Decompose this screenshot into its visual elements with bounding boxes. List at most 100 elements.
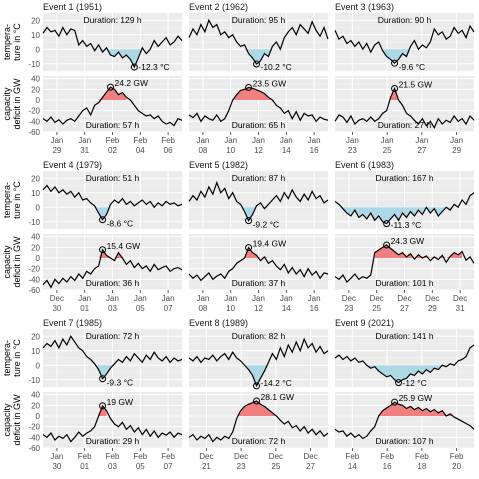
min-temperature-label: -9.2 °C bbox=[253, 220, 280, 230]
event-panel-5: Event 5 (1982) Duration: 87 h -9.2 °C 19.4 … bbox=[188, 160, 329, 313]
temperature-tick-label: -10 bbox=[28, 376, 40, 385]
x-tick-day: Dec bbox=[342, 294, 356, 303]
x-tick-date: 12 bbox=[254, 146, 263, 155]
event-panel-4: Event 4 (1979) Duration: 51 h -8.6 °C 15.4 … bbox=[42, 160, 183, 313]
temperature-duration-label: Duration: 167 h bbox=[375, 173, 433, 183]
capacity-tick-label: -20 bbox=[28, 423, 40, 432]
capacity-duration-label: Duration: 101 h bbox=[375, 278, 433, 288]
panel-title: Event 1 (1951) bbox=[43, 2, 102, 12]
x-tick-date: 25 bbox=[383, 146, 392, 155]
min-temperature-label: -14.2 °C bbox=[261, 378, 292, 388]
capacity-series-line bbox=[188, 400, 329, 443]
x-tick-date: 05 bbox=[136, 462, 145, 471]
temperature-duration-label: Duration: 72 h bbox=[86, 331, 140, 341]
temperature-series-line bbox=[188, 337, 329, 388]
x-tick-day: Feb bbox=[415, 452, 429, 461]
cold-period-area bbox=[240, 49, 277, 65]
capacity-tick-label: -20 bbox=[28, 107, 40, 116]
temperature-tick-label: 10 bbox=[31, 31, 40, 40]
x-tick-date: 27 bbox=[400, 304, 409, 313]
panel-title: Event 4 (1979) bbox=[43, 160, 102, 170]
capacity-axis-title: capacitydeficit in GW bbox=[2, 78, 22, 130]
x-tick-date: 18 bbox=[417, 462, 426, 471]
x-tick-date: 23 bbox=[344, 304, 353, 313]
x-tick-date: 31 bbox=[80, 146, 89, 155]
x-tick-day: Dec bbox=[370, 294, 384, 303]
max-deficit-point bbox=[391, 398, 399, 406]
max-deficit-label: 25.9 GW bbox=[399, 393, 433, 403]
panel-title: Event 2 (1962) bbox=[189, 2, 248, 12]
x-tick-day: Feb bbox=[345, 452, 359, 461]
x-tick-day: Feb bbox=[133, 136, 147, 145]
x-tick-date: 04 bbox=[136, 146, 145, 155]
deficit-period-area bbox=[98, 249, 127, 258]
panel-title: Event 7 (1985) bbox=[43, 318, 102, 328]
x-tick-day: Dec bbox=[425, 294, 439, 303]
x-tick-date: 27 bbox=[306, 462, 315, 471]
x-tick-day: Dec bbox=[199, 452, 213, 461]
x-tick-day: Dec bbox=[50, 294, 64, 303]
x-tick-date: 16 bbox=[383, 462, 392, 471]
temperature-axis-title: tempera-ture in °C bbox=[2, 23, 22, 61]
panel-title: Event 8 (1989) bbox=[189, 318, 248, 328]
temperature-series-line bbox=[334, 24, 475, 64]
panel-title: Event 9 (2021) bbox=[335, 318, 394, 328]
capacity-axis-title: capacitydeficit in GW bbox=[2, 394, 22, 446]
capacity-duration-label: Duration: 57 h bbox=[86, 120, 140, 130]
temperature-tick-label: 20 bbox=[31, 332, 40, 341]
x-tick-date: 05 bbox=[136, 304, 145, 313]
capacity-panel-bg bbox=[189, 392, 328, 448]
x-tick-day: Jan bbox=[381, 136, 394, 145]
capacity-panel-bg bbox=[335, 392, 474, 448]
x-tick-day: Dec bbox=[304, 452, 318, 461]
x-tick-day: Feb bbox=[161, 136, 175, 145]
x-tick-day: Jan bbox=[308, 136, 321, 145]
deficit-period-area bbox=[374, 245, 463, 258]
temperature-tick-label: 10 bbox=[31, 347, 40, 356]
capacity-tick-label: -60 bbox=[28, 444, 40, 453]
min-temperature-point bbox=[99, 375, 107, 383]
temperature-axis-title: tempera-ture in °C bbox=[2, 181, 22, 219]
min-temperature-point bbox=[383, 220, 391, 228]
temperature-series-line bbox=[188, 18, 329, 65]
capacity-tick-label: 0 bbox=[36, 254, 41, 263]
max-deficit-label: 24.3 GW bbox=[391, 236, 425, 246]
temperature-duration-label: Duration: 95 h bbox=[232, 15, 286, 25]
capacity-series-line bbox=[334, 401, 475, 440]
capacity-duration-label: Duration: 107 h bbox=[375, 436, 433, 446]
capacity-tick-label: 40 bbox=[31, 75, 40, 84]
x-tick-date: 12 bbox=[254, 304, 263, 313]
temperature-tick-label: -10 bbox=[28, 60, 40, 69]
event-panel-8: Event 8 (1989) Duration: 82 h -14.2 °C 28.1… bbox=[188, 318, 329, 471]
temperature-duration-label: Duration: 51 h bbox=[86, 173, 140, 183]
event-panel-7: Event 7 (1985) Duration: 72 h -9.3 °C 19 GW… bbox=[42, 318, 183, 471]
min-temperature-point bbox=[395, 379, 403, 387]
capacity-duration-label: Duration: 37 h bbox=[232, 278, 286, 288]
temperature-series-line bbox=[188, 180, 329, 222]
x-tick-date: 08 bbox=[198, 146, 207, 155]
x-tick-date: 02 bbox=[108, 146, 117, 155]
temperature-tick-label: 0 bbox=[36, 203, 41, 212]
temperature-series-line bbox=[42, 184, 183, 221]
x-tick-day: Dec bbox=[453, 294, 467, 303]
x-tick-day: Jan bbox=[280, 136, 293, 145]
x-tick-date: 30 bbox=[52, 304, 61, 313]
max-deficit-point bbox=[253, 397, 261, 405]
x-tick-date: 23 bbox=[348, 146, 357, 155]
x-tick-date: 29 bbox=[452, 146, 461, 155]
event-panel-9: Event 9 (2021) Duration: 141 h -12 °C 25.9 … bbox=[334, 318, 475, 471]
max-deficit-point bbox=[99, 402, 107, 410]
min-temperature-label: -10.2 °C bbox=[261, 62, 292, 72]
x-tick-day: Jan bbox=[134, 294, 147, 303]
min-temperature-point bbox=[245, 217, 253, 225]
capacity-duration-label: Duration: 36 h bbox=[86, 278, 140, 288]
x-tick-date: 06 bbox=[164, 146, 173, 155]
max-deficit-point bbox=[391, 85, 399, 93]
x-tick-day: Feb bbox=[450, 452, 464, 461]
max-deficit-point bbox=[99, 246, 107, 254]
max-deficit-label: 19 GW bbox=[107, 397, 133, 407]
x-tick-day: Feb bbox=[161, 452, 175, 461]
capacity-series-line bbox=[188, 86, 329, 123]
capacity-tick-label: -40 bbox=[28, 275, 40, 284]
capacity-tick-label: 20 bbox=[31, 401, 40, 410]
